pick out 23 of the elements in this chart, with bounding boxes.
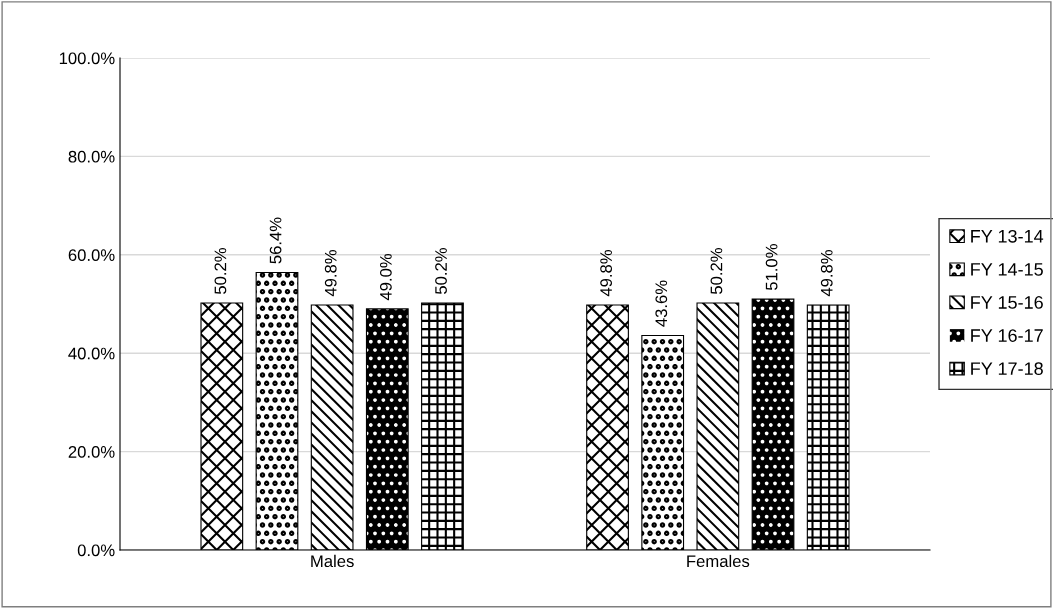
legend-label: FY 13-14	[971, 229, 1044, 243]
y-tick-label: 20.0%	[68, 446, 115, 458]
data-label: 43.6%	[655, 280, 668, 327]
data-label: 50.2%	[710, 248, 723, 295]
data-label: 49.8%	[600, 249, 613, 297]
legend-label: FY 16-17	[971, 329, 1043, 342]
data-label: 49.0%	[379, 253, 392, 301]
data-label: 50.2%	[214, 248, 227, 295]
data-label: 56.4%	[269, 217, 282, 264]
x-tick-label: Females	[687, 554, 750, 568]
y-tick-label: 60.0%	[68, 249, 115, 261]
data-label: 49.8%	[324, 249, 337, 297]
data-label: 51.0%	[765, 244, 778, 291]
legend-label: FY 15-16	[971, 296, 1043, 309]
x-tick-label: Males	[311, 554, 354, 568]
y-tick-label: 0.0%	[77, 544, 115, 557]
legend-label: FY 17-18	[971, 362, 1043, 376]
y-tick-label: 40.0%	[68, 347, 115, 360]
data-label: 49.8%	[820, 249, 833, 297]
data-label: 50.2%	[435, 248, 447, 295]
y-tick-label: 100.0%	[59, 52, 115, 65]
y-tick-label: 80.0%	[68, 150, 115, 163]
legend-label: FY 14-15	[971, 263, 1043, 276]
